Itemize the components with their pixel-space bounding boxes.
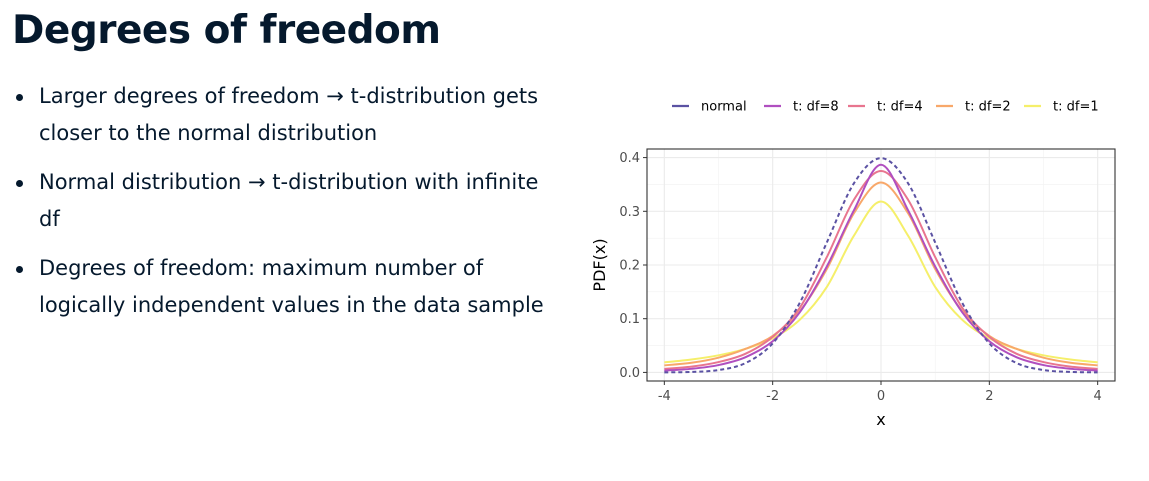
pdf-chart: -4 -2 0 2 4 0.0 0.1 0.2 0.3 0.4 x PDF(x) normal t: df… (580, 88, 1140, 438)
legend-label: t: df=2 (965, 100, 1011, 115)
bullet-text: Larger degrees of freedom (39, 84, 327, 108)
series-line-t-df-8 (664, 163, 1098, 372)
bullet-item: Larger degrees of freedom → t-distributi… (14, 78, 564, 152)
bullet-dot (16, 94, 23, 101)
bullet-text: Normal distribution (39, 170, 249, 194)
legend-label: t: df=4 (877, 100, 923, 115)
bullet-list: Larger degrees of freedom → t-distributi… (14, 78, 564, 336)
x-tick-label: -4 (658, 389, 671, 404)
x-tick-label: 4 (1094, 389, 1102, 404)
bullet-item: Degrees of freedom: maximum number of lo… (14, 250, 564, 324)
y-tick-label: 0.4 (619, 151, 640, 166)
x-axis-label: x (876, 410, 885, 429)
y-axis-label: PDF(x) (590, 238, 609, 291)
bullet-item: Normal distribution → t-distribution wit… (14, 164, 564, 238)
legend-label: t: df=1 (1053, 100, 1099, 115)
x-tick-label: 2 (985, 389, 993, 404)
bullet-text: t-distribution gets closer to the normal… (39, 84, 539, 145)
series-line-t-df-4 (664, 170, 1098, 370)
slide-title: Degrees of freedom (12, 8, 441, 53)
y-tick-label: 0.3 (619, 205, 640, 220)
arrow-symbol: → (248, 170, 266, 194)
y-tick-label: 0.0 (619, 366, 640, 381)
x-tick-label: 0 (877, 389, 885, 404)
legend-label: normal (701, 100, 747, 115)
y-tick-label: 0.2 (619, 259, 640, 274)
arrow-symbol: → (326, 84, 344, 108)
legend-label: t: df=8 (793, 100, 839, 115)
chart-svg: -4 -2 0 2 4 0.0 0.1 0.2 0.3 0.4 x PDF(x) normal t: df… (590, 100, 1116, 429)
bullet-text: t-distribution with infinite df (39, 170, 539, 231)
bullet-dot (16, 180, 23, 187)
bullet-text: Degrees of freedom: maximum number of lo… (39, 256, 544, 317)
bullet-dot (16, 266, 23, 273)
x-tick-label: -2 (766, 389, 779, 404)
series-line-t-df-2 (664, 181, 1098, 367)
y-tick-label: 0.1 (619, 312, 640, 327)
